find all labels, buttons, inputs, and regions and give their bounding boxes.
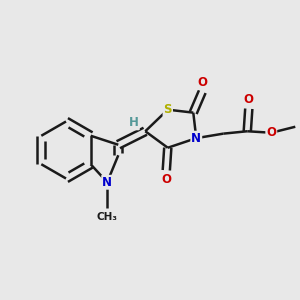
- Text: N: N: [102, 176, 112, 189]
- Text: O: O: [244, 93, 254, 106]
- Text: O: O: [161, 173, 171, 186]
- Text: S: S: [164, 103, 172, 116]
- Text: O: O: [197, 76, 207, 89]
- Text: N: N: [191, 132, 201, 145]
- Text: CH₃: CH₃: [97, 212, 118, 222]
- Text: H: H: [129, 116, 139, 129]
- Text: O: O: [266, 126, 276, 139]
